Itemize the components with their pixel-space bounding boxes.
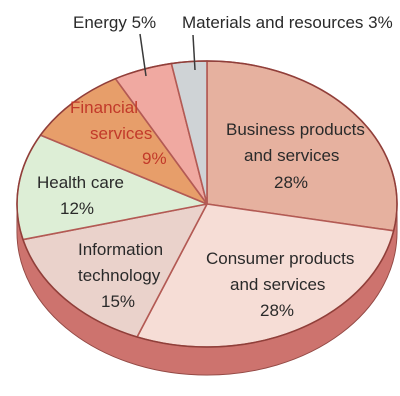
pie-slices: [16, 60, 398, 348]
pie-outline: [16, 60, 398, 348]
label-it-3: 15%: [101, 292, 135, 311]
label-consumer-1: Consumer products: [206, 249, 354, 268]
label-consumer-3: 28%: [260, 301, 294, 320]
label-consumer-2: and services: [230, 275, 325, 294]
pie-side-highlight: [17, 204, 397, 375]
label-financial-1: Financial: [70, 98, 138, 117]
label-it-1: Information: [78, 240, 163, 259]
label-financial-2: services: [90, 124, 152, 143]
label-health-1: Health care: [37, 173, 124, 192]
label-energy: Energy 5%: [73, 13, 156, 32]
leader-line-materials: [192, 34, 196, 71]
label-business-2: and services: [244, 146, 339, 165]
label-it-2: technology: [78, 266, 161, 285]
label-business-1: Business products: [226, 120, 365, 139]
label-materials: Materials and resources 3%: [182, 13, 393, 32]
leader-line-energy: [139, 33, 147, 77]
label-business-3: 28%: [274, 173, 308, 192]
label-health-2: 12%: [60, 199, 94, 218]
label-financial-3: 9%: [142, 149, 167, 168]
